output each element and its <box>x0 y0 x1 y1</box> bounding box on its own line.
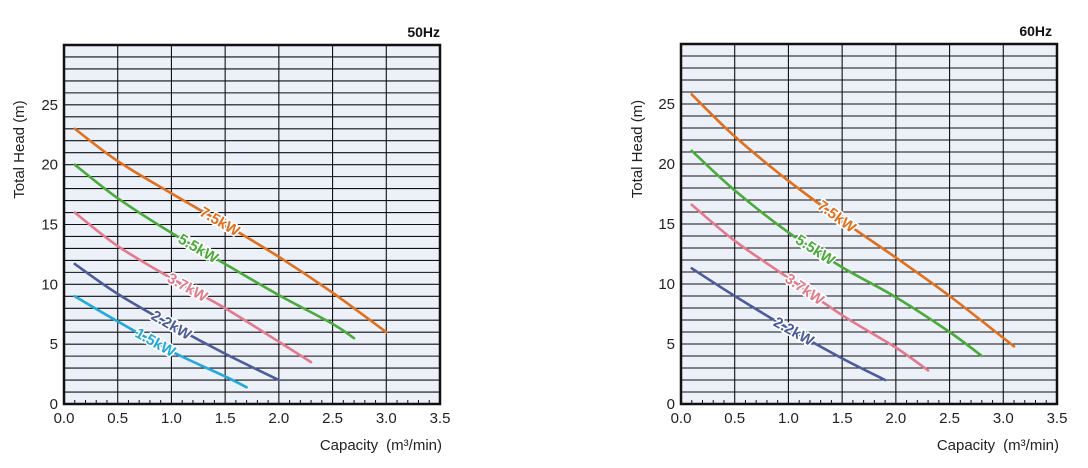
y-tick-label: 20 <box>658 156 675 173</box>
x-tick-label: 1.5 <box>832 410 853 427</box>
y-tick-label: 25 <box>41 97 58 114</box>
plot-frame <box>679 42 1059 406</box>
y-tick-label: 10 <box>658 276 675 293</box>
x-tick-label: 2.5 <box>939 410 960 427</box>
x-tick-label: 3.0 <box>993 410 1014 427</box>
series-line-5-5kw <box>73 163 356 340</box>
x-tick-label: 3.5 <box>430 410 451 427</box>
series-line-2-2kw <box>73 262 281 382</box>
x-axis-title-unit: (m³/min) <box>1003 437 1059 454</box>
y-axis-title: Total Head (m) <box>11 100 28 198</box>
x-axis-title: Capacity (m³/min) <box>320 437 442 454</box>
chart-title: 50Hz <box>407 24 440 40</box>
y-tick-label: 10 <box>41 276 58 293</box>
x-tick-label: 3.0 <box>376 410 397 427</box>
series-line-3-7kw <box>73 211 313 364</box>
x-tick-label: 3.5 <box>1047 410 1068 427</box>
x-tick-label: 0.5 <box>724 410 745 427</box>
series-line-1-5kw <box>73 295 248 389</box>
x-tick-label: 1.0 <box>778 410 799 427</box>
series-line-3-7kw <box>690 203 930 372</box>
y-tick-label: 0 <box>667 396 675 413</box>
series-line-7-5kw <box>73 127 388 334</box>
x-tick-label: 1.5 <box>215 410 236 427</box>
y-tick-label: 15 <box>658 216 675 233</box>
y-tick-label: 20 <box>41 157 58 174</box>
x-tick-label: 0.0 <box>671 410 692 427</box>
y-tick-label: 5 <box>667 336 675 353</box>
x-axis-title-text: Capacity <box>937 437 996 454</box>
plot-frame <box>62 43 442 406</box>
series-line-5-5kw <box>690 149 984 358</box>
y-tick-label: 15 <box>41 217 58 234</box>
x-tick-label: 2.0 <box>268 410 289 427</box>
x-axis-title-text: Capacity <box>320 437 379 454</box>
x-tick-label: 0.5 <box>107 410 128 427</box>
chart-title: 60Hz <box>1019 23 1052 39</box>
y-tick-label: 25 <box>658 96 675 113</box>
y-tick-label: 0 <box>50 396 58 413</box>
series-line-7-5kw <box>690 93 1016 348</box>
x-tick-label: 2.5 <box>322 410 343 427</box>
y-tick-label: 5 <box>50 336 58 353</box>
y-axis-title: Total Head (m) <box>629 100 646 198</box>
series-line-2-2kw <box>690 267 887 382</box>
x-tick-label: 2.0 <box>885 410 906 427</box>
x-axis-title: Capacity (m³/min) <box>937 437 1059 454</box>
x-axis-title-unit: (m³/min) <box>386 437 442 454</box>
x-tick-label: 0.0 <box>54 410 75 427</box>
x-tick-label: 1.0 <box>161 410 182 427</box>
